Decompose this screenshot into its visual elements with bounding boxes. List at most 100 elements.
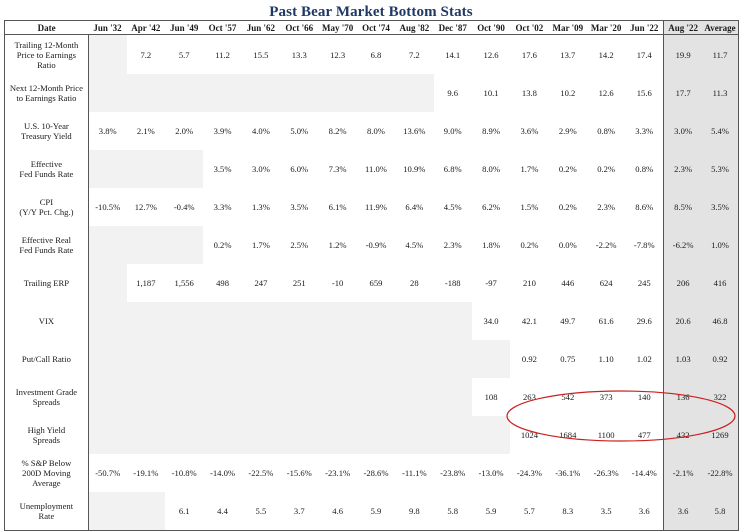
table-cell: 1.2%	[328, 240, 347, 250]
column-header: Oct '57	[203, 20, 242, 35]
table-cell: 4.0%	[251, 126, 270, 136]
table-cell	[318, 302, 357, 340]
table-cell: 416	[702, 264, 740, 302]
table-cell: 2.0%	[175, 126, 194, 136]
table-cell	[395, 416, 434, 454]
table-cell: 1684	[559, 430, 577, 440]
table-cell: 34.0	[483, 316, 499, 326]
table-cell: 210	[522, 278, 536, 288]
table-cell	[88, 302, 127, 340]
table-cell	[280, 74, 319, 112]
row-label-line: Unemployment	[19, 501, 74, 511]
column-header: Average	[702, 20, 740, 35]
table-cell	[280, 340, 319, 378]
table-cell: 5.7	[178, 49, 190, 60]
table-cell	[88, 378, 127, 416]
table-cell: 10.2	[560, 88, 576, 98]
table-cell: 3.5	[586, 492, 626, 531]
table-cell: 2.1%	[136, 126, 155, 136]
row-label: CPI (Y/Y Pct. Chg.)	[4, 188, 89, 226]
table-cell: 14.2	[598, 49, 614, 60]
table-cell: 9.6	[447, 88, 459, 98]
table-cell: 17.7	[663, 74, 703, 112]
table-cell: 0.2%	[597, 164, 616, 174]
table-cell: 1.10	[598, 354, 614, 364]
table-cell: 5.5	[241, 492, 281, 531]
table-cell: 263	[522, 392, 536, 402]
table-cell: -28.6%	[363, 468, 389, 478]
table-cell: 498	[216, 278, 229, 288]
table-cell: 2.9%	[558, 126, 577, 136]
column-header: May '70	[318, 20, 357, 35]
row-label-line: Spreads	[32, 435, 60, 445]
row-label: VIX	[4, 302, 89, 340]
table-cell	[241, 416, 281, 454]
table-cell	[395, 74, 434, 112]
table-cell: 659	[369, 278, 383, 288]
header-row: Date Jun '32 Apr '42 Jun '49 Oct '57 Jun '62…	[4, 20, 740, 35]
table-cell: 3.5%	[702, 188, 740, 226]
table-cell	[318, 340, 357, 378]
table-cell: 5.4%	[702, 112, 740, 150]
table-cell: 5.0%	[290, 126, 309, 136]
row-label-line: Trailing 12-Month	[14, 39, 79, 50]
table-cell: 7.2	[140, 49, 152, 60]
table-cell: 11.0%	[365, 164, 387, 174]
table-cell	[126, 378, 166, 416]
table-cell: 10.1	[483, 88, 499, 98]
column-header: Mar '20	[586, 20, 626, 35]
table-cell: 3.0%	[663, 112, 703, 150]
row-label-line: Price to Earnings	[16, 49, 76, 60]
table-cell: 11.7	[702, 34, 740, 74]
table-cell: 3.3%	[635, 126, 654, 136]
row-label: Effective Fed Funds Rate	[4, 150, 89, 188]
table-cell: 2.3%	[663, 150, 703, 188]
table-cell: 9.0%	[443, 126, 462, 136]
table-cell: 3.5%	[213, 164, 232, 174]
table-row: Unemployment Rate 6.1 4.4 5.5 3.7 4.6 5.9 9.8 5.8…	[4, 492, 740, 531]
table-cell	[126, 492, 166, 531]
row-label-line: CPI	[39, 197, 54, 207]
table-cell: -22.8%	[702, 454, 740, 492]
table-cell: 46.8	[702, 302, 740, 340]
row-label-line: Put/Call Ratio	[21, 354, 71, 364]
table-cell: -188	[444, 278, 461, 288]
table-cell	[356, 340, 396, 378]
row-label-line: High Yield	[27, 425, 66, 435]
table-cell: 17.6	[521, 49, 537, 60]
table-cell: -13.0%	[478, 468, 504, 478]
table-cell	[241, 378, 281, 416]
table-cell: -97	[485, 278, 497, 288]
table-cell: 8.6%	[635, 202, 654, 212]
row-label: U.S. 10-Year Treasury Yield	[4, 112, 89, 150]
table-cell: 3.0%	[251, 164, 270, 174]
table-cell: 1.8%	[482, 240, 501, 250]
table-row: % S&P Below 200D Moving Average -50.7% -19.1…	[4, 454, 740, 492]
table-cell: 0.92	[702, 340, 740, 378]
table-cell: 12.3	[330, 49, 346, 60]
column-header: Oct '74	[356, 20, 396, 35]
row-label: Next 12-Month Price to Earnings Ratio	[4, 74, 89, 112]
table-cell: 5.7	[510, 492, 549, 531]
table-cell	[88, 74, 127, 112]
table-cell	[395, 302, 434, 340]
table-cell	[356, 378, 396, 416]
column-header: Aug '82	[395, 20, 434, 35]
table-cell: 13.7	[560, 49, 576, 60]
table-cell	[356, 74, 396, 112]
row-label-line: Spreads	[32, 397, 60, 407]
table-cell: 19.9	[663, 34, 703, 74]
table-cell: 5.9	[471, 492, 511, 531]
table-cell: 13.6%	[403, 126, 426, 136]
table-row: Put/Call Ratio 0.92 0.75 1.10 1.02 1.03 0.92	[4, 340, 740, 378]
column-header: Mar '09	[548, 20, 587, 35]
row-label-line: Effective	[30, 159, 63, 169]
table-cell	[433, 378, 472, 416]
table-cell: -0.4%	[173, 202, 195, 212]
table-cell: 15.5	[253, 49, 269, 60]
table-cell: 6.8%	[443, 164, 462, 174]
column-header: Oct '66	[280, 20, 319, 35]
row-label-line: Trailing ERP	[23, 278, 70, 288]
table-cell	[241, 302, 281, 340]
table-cell: 13.3	[291, 49, 307, 60]
